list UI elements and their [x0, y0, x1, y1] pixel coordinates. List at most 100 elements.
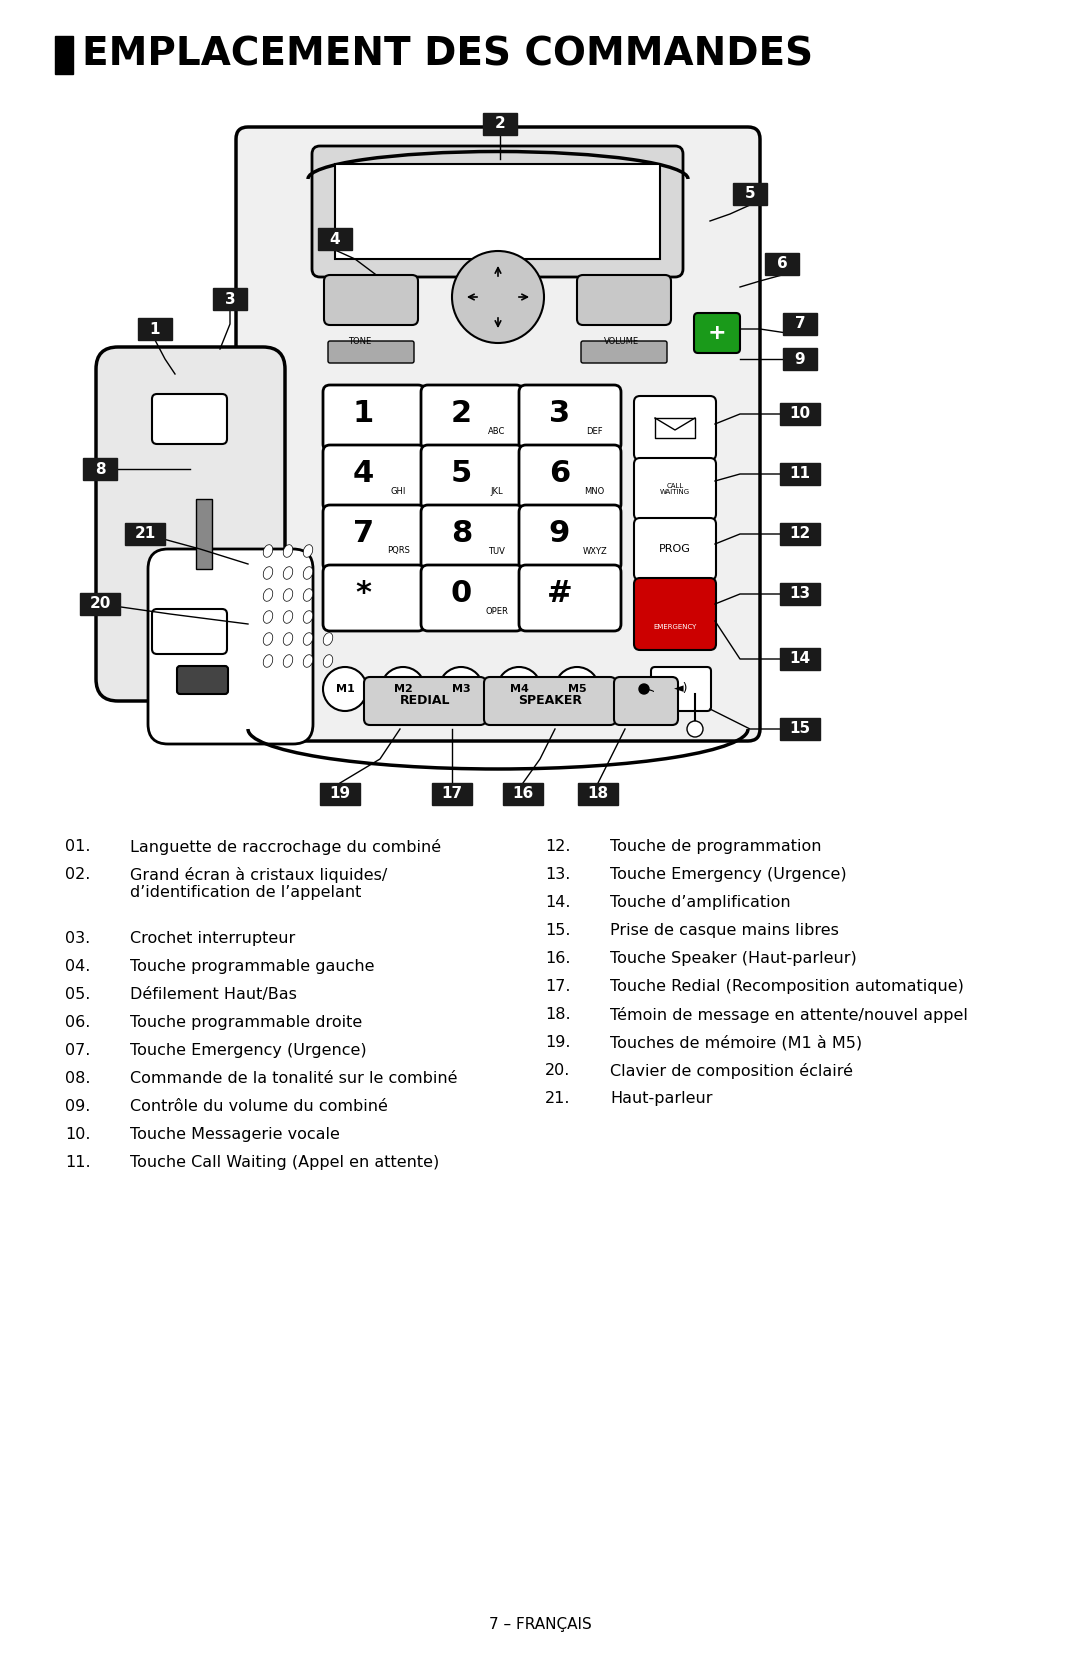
FancyBboxPatch shape	[364, 678, 486, 724]
Text: 09.: 09.	[65, 1098, 91, 1113]
Text: M3: M3	[451, 684, 470, 694]
FancyBboxPatch shape	[634, 577, 716, 649]
FancyBboxPatch shape	[96, 347, 285, 701]
Text: Touche Redial (Recomposition automatique): Touche Redial (Recomposition automatique…	[610, 980, 963, 995]
Text: 01.: 01.	[65, 840, 91, 855]
Text: 7: 7	[795, 317, 806, 332]
Bar	[733, 184, 767, 205]
FancyBboxPatch shape	[148, 549, 313, 744]
Text: 02.: 02.	[65, 866, 91, 881]
Text: TUV: TUV	[488, 546, 505, 556]
Text: 04.: 04.	[65, 960, 91, 975]
Text: #: #	[546, 579, 572, 608]
Text: 12: 12	[789, 526, 811, 541]
Text: 10.: 10.	[65, 1127, 91, 1142]
Text: Touche Speaker (Haut-parleur): Touche Speaker (Haut-parleur)	[610, 951, 856, 966]
Ellipse shape	[264, 633, 273, 646]
Text: EMERGENCY: EMERGENCY	[653, 624, 697, 629]
Ellipse shape	[283, 567, 293, 579]
Ellipse shape	[264, 544, 273, 557]
Text: 13: 13	[789, 586, 811, 601]
Ellipse shape	[283, 633, 293, 646]
Bar	[780, 522, 820, 546]
Text: Haut-parleur: Haut-parleur	[610, 1092, 713, 1107]
Text: 21.: 21.	[545, 1092, 570, 1107]
Text: TONE: TONE	[349, 337, 372, 345]
Text: 18: 18	[588, 786, 608, 801]
Ellipse shape	[323, 544, 333, 557]
FancyBboxPatch shape	[323, 566, 426, 631]
Text: 14.: 14.	[545, 895, 570, 910]
FancyBboxPatch shape	[651, 668, 711, 711]
Bar	[125, 522, 165, 546]
Text: ABC: ABC	[488, 427, 505, 436]
Text: 15.: 15.	[545, 923, 570, 938]
Text: 2: 2	[450, 399, 472, 429]
FancyBboxPatch shape	[323, 386, 426, 451]
Text: 18.: 18.	[545, 1006, 570, 1021]
FancyBboxPatch shape	[323, 446, 426, 511]
FancyBboxPatch shape	[519, 446, 621, 511]
FancyBboxPatch shape	[484, 678, 616, 724]
Text: Touche Call Waiting (Appel en attente): Touche Call Waiting (Appel en attente)	[130, 1155, 440, 1170]
Text: M2: M2	[393, 684, 413, 694]
Text: Grand écran à cristaux liquides/
d’identification de l’appelant: Grand écran à cristaux liquides/ d’ident…	[130, 866, 388, 900]
Ellipse shape	[303, 567, 313, 579]
Text: 3: 3	[225, 292, 235, 307]
Text: Touche programmable droite: Touche programmable droite	[130, 1015, 362, 1030]
Ellipse shape	[323, 654, 333, 668]
Text: Prise de casque mains libres: Prise de casque mains libres	[610, 923, 839, 938]
Text: Clavier de composition éclairé: Clavier de composition éclairé	[610, 1063, 853, 1078]
FancyBboxPatch shape	[577, 275, 671, 325]
Text: ◄): ◄)	[674, 683, 688, 696]
Text: Touche programmable gauche: Touche programmable gauche	[130, 960, 375, 975]
Text: 07.: 07.	[65, 1043, 91, 1058]
Text: 17: 17	[442, 786, 462, 801]
Circle shape	[438, 668, 483, 711]
Text: 9: 9	[795, 352, 806, 367]
FancyBboxPatch shape	[328, 340, 414, 362]
Text: M1: M1	[336, 684, 354, 694]
Text: MNO: MNO	[584, 486, 605, 496]
FancyBboxPatch shape	[324, 275, 418, 325]
Ellipse shape	[283, 589, 293, 601]
Text: Touche de programmation: Touche de programmation	[610, 840, 822, 855]
Bar	[138, 319, 172, 340]
Text: 5: 5	[450, 459, 472, 489]
Text: 16: 16	[512, 786, 534, 801]
Text: 4: 4	[329, 232, 340, 247]
Text: +: +	[707, 324, 727, 344]
FancyBboxPatch shape	[581, 340, 667, 362]
Bar	[83, 457, 117, 481]
Text: 3: 3	[549, 399, 570, 429]
Text: 10: 10	[789, 407, 811, 422]
FancyBboxPatch shape	[615, 678, 678, 724]
Text: 14: 14	[789, 651, 811, 666]
Text: 20.: 20.	[545, 1063, 570, 1078]
Ellipse shape	[264, 589, 273, 601]
Ellipse shape	[323, 567, 333, 579]
Ellipse shape	[283, 654, 293, 668]
FancyBboxPatch shape	[634, 396, 716, 461]
FancyBboxPatch shape	[634, 457, 716, 521]
Text: 9: 9	[549, 519, 570, 549]
FancyBboxPatch shape	[634, 517, 716, 581]
Text: 20: 20	[90, 596, 110, 611]
Text: Commande de la tonalité sur le combiné: Commande de la tonalité sur le combiné	[130, 1071, 458, 1087]
Text: 17.: 17.	[545, 980, 570, 995]
Text: 13.: 13.	[545, 866, 570, 881]
FancyBboxPatch shape	[519, 566, 621, 631]
Bar	[503, 783, 543, 804]
FancyBboxPatch shape	[519, 386, 621, 451]
Circle shape	[555, 668, 599, 711]
Ellipse shape	[264, 654, 273, 668]
Ellipse shape	[264, 611, 273, 623]
Text: ⁀: ⁀	[639, 693, 652, 709]
FancyBboxPatch shape	[421, 446, 523, 511]
Text: GHI: GHI	[391, 486, 406, 496]
Bar	[432, 783, 472, 804]
FancyBboxPatch shape	[323, 506, 426, 571]
Text: 06.: 06.	[65, 1015, 91, 1030]
Text: 5: 5	[745, 187, 755, 202]
Bar	[783, 314, 816, 335]
